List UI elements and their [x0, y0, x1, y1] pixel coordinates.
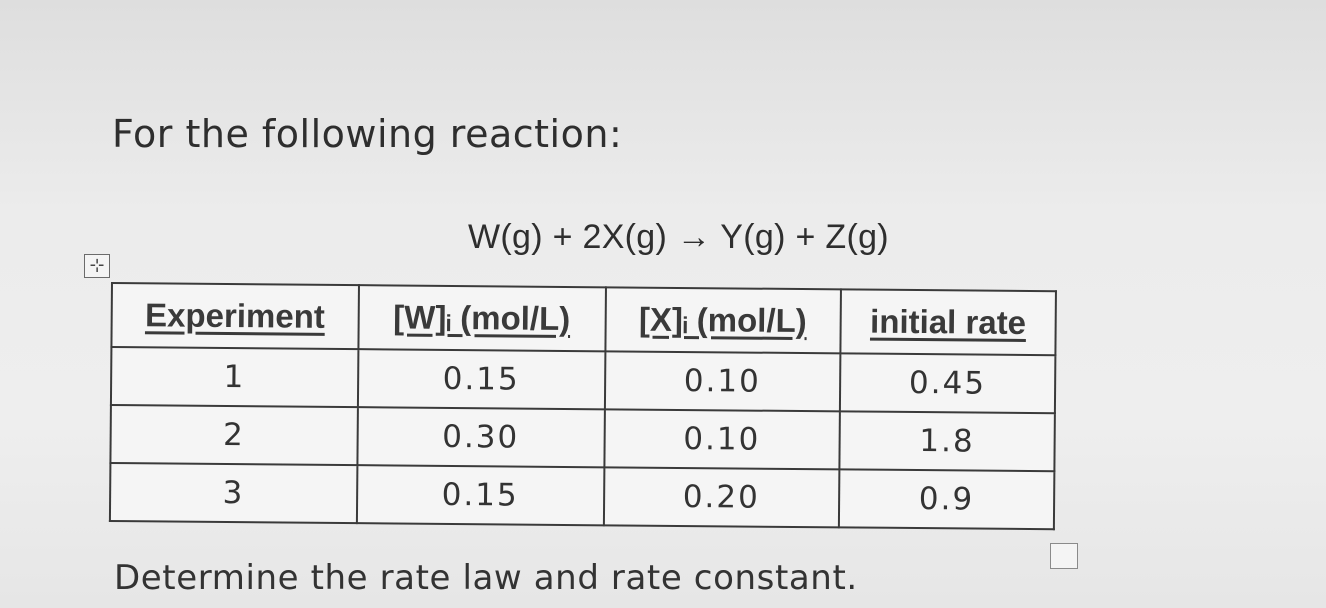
table-move-handle-icon[interactable]: ⊹ [84, 254, 110, 278]
table-row: 2 0.30 0.10 1.8 [110, 405, 1055, 472]
table-header-row: Experiment [W]ᵢ (mol/L) [X]ᵢ (mol/L) ini… [111, 283, 1056, 356]
intro-text: For the following reaction: [112, 112, 623, 156]
rate-data-table: Experiment [W]ᵢ (mol/L) [X]ᵢ (mol/L) ini… [108, 282, 1057, 531]
table-resize-handle[interactable] [1050, 543, 1078, 569]
table-row: 3 0.15 0.20 0.9 [109, 463, 1055, 530]
cell-x: 0.10 [604, 351, 841, 412]
header-experiment: Experiment [111, 283, 359, 350]
cell-w: 0.15 [357, 349, 605, 410]
cell-x: 0.10 [603, 409, 840, 470]
cell-rate: 1.8 [839, 411, 1055, 472]
cell-w: 0.15 [356, 465, 604, 526]
question-text: Determine the rate law and rate constant… [114, 558, 858, 598]
cell-w: 0.30 [356, 407, 605, 468]
cell-rate: 0.45 [839, 353, 1056, 414]
cell-rate: 0.9 [838, 469, 1055, 530]
reaction-equation: W(g) + 2X(g) → Y(g) + Z(g) [468, 218, 889, 256]
header-x-concentration: [X]ᵢ (mol/L) [604, 287, 841, 354]
cell-experiment: 2 [110, 405, 358, 466]
table-row: 1 0.15 0.10 0.45 [110, 347, 1056, 414]
header-initial-rate: initial rate [840, 289, 1056, 356]
cell-experiment: 1 [110, 347, 358, 408]
cell-experiment: 3 [109, 463, 357, 524]
cell-x: 0.20 [603, 467, 840, 528]
header-w-concentration: [W]ᵢ (mol/L) [357, 285, 606, 352]
